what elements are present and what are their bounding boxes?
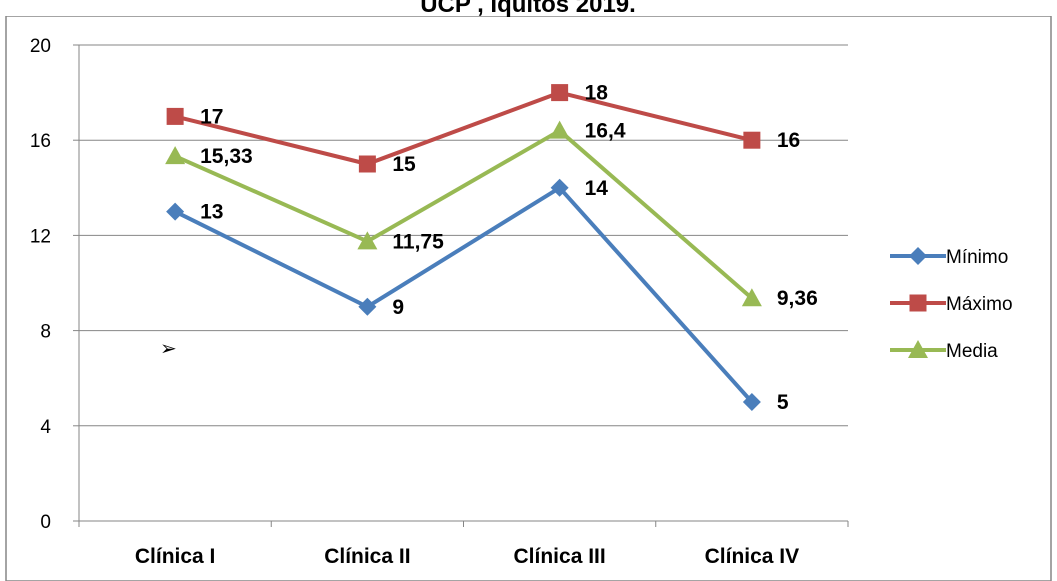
series-line [174,185,754,404]
x-axis: Clínica I Clínica II Clínica III Clínica IV [78,521,849,568]
data-label: 17 [200,105,223,128]
x-tick-label: Clínica I [135,545,216,568]
legend-marker [908,340,928,358]
series-layer [165,84,762,411]
data-point [741,288,762,307]
data-label: 11,75 [392,230,444,253]
chart-frame [5,15,1052,581]
legend-label: Mínimo [946,247,1008,268]
data-point [742,393,761,411]
y-tick-label: 12 [30,226,51,247]
data-point [551,84,569,102]
x-tick-label: Clínica III [514,545,606,568]
series-line [174,90,753,166]
y-tick-label: 20 [30,36,51,57]
data-point [166,202,185,221]
x-tick-label: Clínica IV [705,545,800,568]
legend-marker [909,247,927,265]
arrow-annotation: ➢ [160,336,177,360]
legend-label: Media [946,341,998,362]
data-label: 13 [200,201,223,224]
y-tick-label: 8 [40,322,51,343]
data-point [357,231,378,250]
data-point [358,155,376,173]
data-label: 9 [392,296,404,319]
data-label: 9,36 [777,287,818,310]
y-tick-label: 16 [30,131,51,152]
data-label: 14 [585,177,609,200]
data-point [549,120,570,139]
y-tick-label: 4 [40,417,51,438]
data-label: 5 [777,391,789,414]
legend: Mínimo Máximo Media [890,247,1013,362]
data-labels: 13 9 14 5 17 15 18 16 15,33 11,75 16,4 9,36 [200,82,818,414]
data-point [743,131,761,149]
x-tick-label: Clínica II [324,545,410,568]
chart-title: UCP , Iquitos 2019. [420,0,636,18]
data-point [165,146,186,165]
data-label: 16,4 [585,120,626,143]
legend-marker [909,294,927,312]
data-label: 16 [777,129,800,152]
data-label: 18 [585,82,609,105]
title-strip [0,0,1057,16]
data-label: 15 [392,153,416,176]
data-label: 15,33 [200,145,253,168]
data-point [358,297,377,316]
data-point [550,178,569,197]
series-line [174,128,754,300]
y-tick-label: 0 [40,512,51,533]
data-point [166,107,184,125]
y-axis-ticks: 0 4 8 12 16 20 [30,36,80,533]
legend-label: Máximo [946,294,1013,315]
